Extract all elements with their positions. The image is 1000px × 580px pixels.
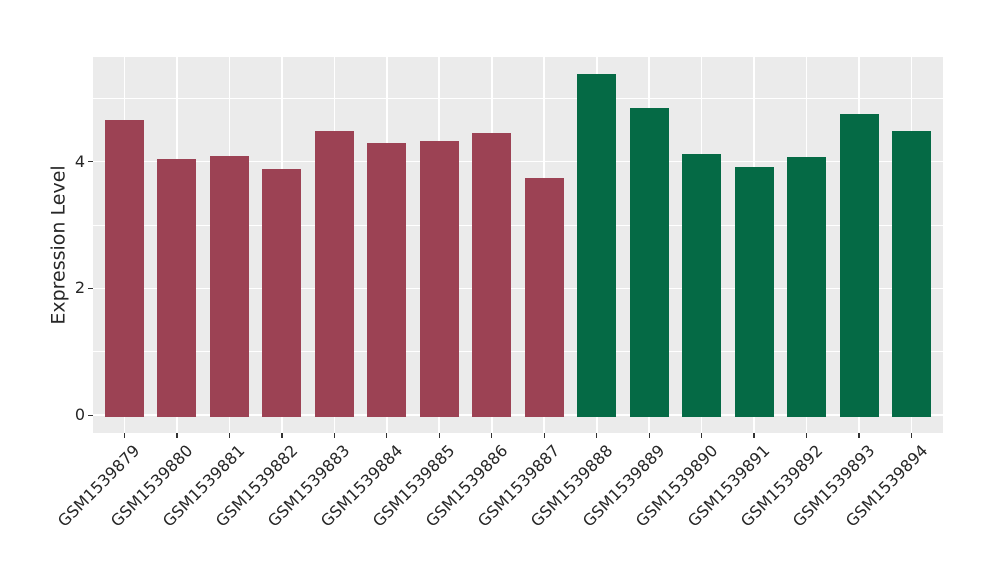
bar [209, 155, 249, 417]
x-tick-mark [123, 433, 126, 438]
bar [367, 142, 407, 417]
bar [787, 157, 827, 417]
y-tick-label: 4 [74, 151, 85, 171]
x-tick-mark [438, 433, 440, 438]
plot-panel [93, 57, 943, 433]
y-axis-title: Expression Level [48, 165, 70, 325]
bar [104, 119, 144, 417]
bar [524, 178, 564, 417]
x-tick-mark [543, 433, 545, 438]
x-tick-mark [700, 433, 703, 438]
y-gridline-major [93, 160, 943, 163]
y-gridline-minor [93, 351, 943, 353]
y-gridline-major [93, 287, 943, 290]
bar [577, 74, 617, 417]
y-tick-mark [88, 287, 93, 290]
x-tick-mark [858, 433, 860, 438]
x-tick-mark [910, 433, 913, 438]
y-tick-mark [88, 414, 93, 416]
bar [157, 159, 197, 417]
x-tick-mark [753, 433, 755, 438]
y-gridline-major [93, 414, 943, 417]
x-tick-mark [596, 433, 598, 438]
y-gridline-minor [93, 224, 943, 226]
x-tick-mark [648, 433, 650, 438]
bar [734, 166, 774, 417]
x-tick-mark [386, 433, 388, 438]
y-tick-label: 2 [74, 278, 85, 298]
bar [419, 141, 459, 417]
bar [839, 114, 879, 417]
bar [314, 131, 354, 417]
y-axis-title-wrap: Expression Level [46, 57, 72, 433]
bar [682, 154, 722, 417]
x-tick-mark [176, 433, 178, 438]
x-tick-mark [805, 433, 808, 438]
bar [892, 130, 932, 417]
bar [629, 107, 669, 417]
y-tick-mark [88, 160, 93, 163]
x-tick-mark [228, 433, 231, 438]
bar [262, 168, 302, 417]
x-tick-mark [281, 433, 283, 438]
y-tick-label: 0 [74, 405, 85, 425]
y-gridline-minor [93, 97, 943, 99]
x-tick-mark [491, 433, 493, 438]
x-tick-mark [333, 433, 335, 438]
bar [472, 133, 512, 417]
